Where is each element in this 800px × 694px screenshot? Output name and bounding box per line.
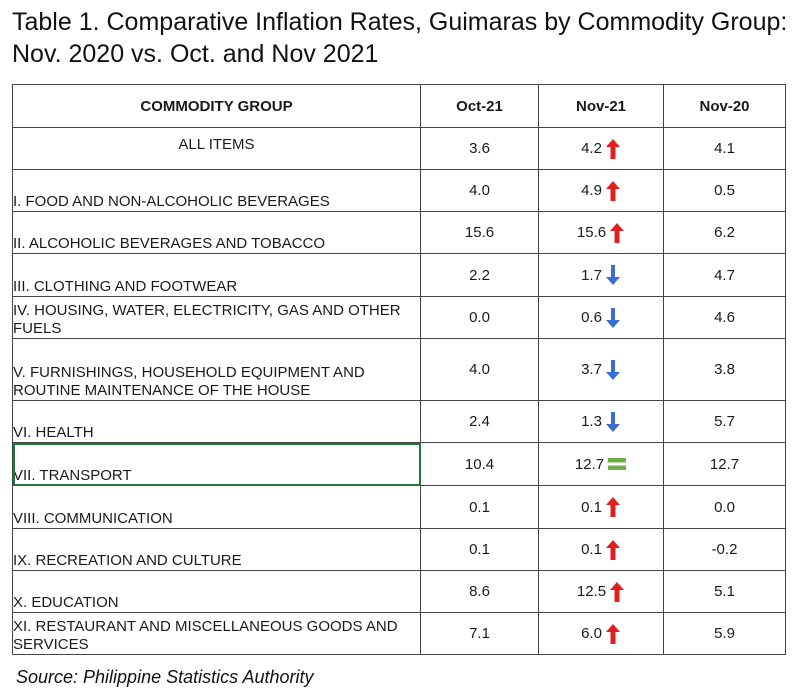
nov-21-cell: 1.3: [538, 400, 664, 443]
oct-21-cell: 3.6: [420, 127, 539, 170]
arrow-up-icon: [609, 222, 625, 244]
header-nov-20: Nov-20: [663, 84, 786, 128]
oct-21-cell: 8.6: [420, 570, 539, 613]
source-note: Source: Philippine Statistics Authority: [16, 667, 314, 687]
commodity-cell: X. EDUCATION: [12, 570, 421, 613]
table-row: VII. TRANSPORT 10.4 12.7 12.7: [12, 442, 786, 486]
header-oct-21: Oct-21: [420, 84, 539, 128]
oct-21-cell: 4.0: [420, 169, 539, 212]
oct-21-cell: 10.4: [420, 442, 539, 486]
nov-20-cell: 0.0: [663, 485, 786, 529]
nov-21-value: 4.2: [581, 140, 602, 157]
nov-20-cell: 12.7: [663, 442, 786, 486]
nov-21-cell: 0.6: [538, 296, 664, 339]
table-title: Table 1. Comparative Inflation Rates, Gu…: [12, 8, 788, 68]
nov-20-cell: 5.9: [663, 612, 786, 655]
oct-21-cell: 0.1: [420, 528, 539, 571]
arrow-up-icon: [605, 496, 621, 518]
table-row: II. ALCOHOLIC BEVERAGES AND TOBACCO 15.6 1…: [12, 211, 786, 254]
commodity-cell[interactable]: VII. TRANSPORT: [12, 442, 421, 486]
table-row: X. EDUCATION 8.6 12.5 5.1: [12, 570, 786, 613]
nov-21-cell: 1.7: [538, 253, 664, 297]
arrow-up-icon: [605, 539, 621, 561]
table-row: III. CLOTHING AND FOOTWEAR 2.2 1.7 4.7: [12, 253, 786, 297]
inflation-table: COMMODITY GROUP Oct-21 Nov-21 Nov-20 ALL…: [12, 84, 786, 655]
arrow-down-icon: [605, 264, 621, 286]
nov-21-value: 4.9: [581, 182, 602, 199]
nov-21-value: 12.7: [574, 455, 605, 473]
nov-21-value: 1.7: [581, 266, 602, 284]
nov-21-cell: 15.6: [538, 211, 664, 254]
nov-21-value: 6.0: [581, 625, 602, 642]
commodity-cell: VI. HEALTH: [12, 400, 421, 443]
commodity-cell: XI. RESTAURANT AND MISCELLANEOUS GOODS A…: [12, 612, 421, 655]
table-row: V. FURNISHINGS, HOUSEHOLD EQUIPMENT AND …: [12, 338, 786, 401]
table-row: XI. RESTAURANT AND MISCELLANEOUS GOODS A…: [12, 612, 786, 655]
nov-21-value: 0.1: [581, 498, 602, 516]
nov-20-cell: 3.8: [663, 338, 786, 401]
nov-21-cell: 12.7: [538, 442, 664, 486]
nov-21-cell: 6.0: [538, 612, 664, 655]
table-row: I. FOOD AND NON-ALCOHOLIC BEVERAGES 4.0 4.…: [12, 169, 786, 212]
arrow-down-icon: [605, 307, 621, 329]
nov-20-cell: 5.7: [663, 400, 786, 443]
nov-20-cell: 4.1: [663, 127, 786, 170]
commodity-cell: VIII. COMMUNICATION: [12, 485, 421, 529]
oct-21-cell: 7.1: [420, 612, 539, 655]
arrow-down-icon: [605, 359, 621, 381]
nov-21-cell: 12.5: [538, 570, 664, 613]
commodity-cell: I. FOOD AND NON-ALCOHOLIC BEVERAGES: [12, 169, 421, 212]
arrow-up-icon: [609, 581, 625, 603]
nov-21-value: 0.6: [581, 309, 602, 326]
nov-21-value: 15.6: [576, 224, 607, 241]
equal-icon: [607, 453, 627, 475]
arrow-up-icon: [605, 138, 621, 160]
table-row: VI. HEALTH 2.4 1.3 5.7: [12, 400, 786, 443]
nov-21-value: 0.1: [581, 541, 602, 558]
nov-20-cell: 6.2: [663, 211, 786, 254]
oct-21-cell: 0.0: [420, 296, 539, 339]
arrow-down-icon: [605, 411, 621, 433]
nov-21-value: 3.7: [581, 361, 602, 378]
table-row: IX. RECREATION AND CULTURE 0.1 0.1 -0.2: [12, 528, 786, 571]
nov-20-cell: 0.5: [663, 169, 786, 212]
nov-20-cell: 4.7: [663, 253, 786, 297]
nov-21-cell: 0.1: [538, 528, 664, 571]
oct-21-cell: 4.0: [420, 338, 539, 401]
table-row: VIII. COMMUNICATION 0.1 0.1 0.0: [12, 485, 786, 529]
arrow-up-icon: [605, 623, 621, 645]
oct-21-cell: 0.1: [420, 485, 539, 529]
commodity-cell: II. ALCOHOLIC BEVERAGES AND TOBACCO: [12, 211, 421, 254]
header-row: COMMODITY GROUP Oct-21 Nov-21 Nov-20: [12, 84, 786, 128]
table-row: ALL ITEMS 3.6 4.2 4.1: [12, 127, 786, 170]
nov-20-cell: 4.6: [663, 296, 786, 339]
nov-21-cell: 4.2: [538, 127, 664, 170]
nov-21-value: 1.3: [581, 413, 602, 430]
table-row: IV. HOUSING, WATER, ELECTRICITY, GAS AND…: [12, 296, 786, 339]
commodity-cell: IX. RECREATION AND CULTURE: [12, 528, 421, 571]
nov-20-cell: 5.1: [663, 570, 786, 613]
nov-21-cell: 3.7: [538, 338, 664, 401]
commodity-cell: ALL ITEMS: [12, 127, 421, 170]
commodity-cell: III. CLOTHING AND FOOTWEAR: [12, 253, 421, 297]
commodity-cell: IV. HOUSING, WATER, ELECTRICITY, GAS AND…: [12, 296, 421, 339]
header-nov-21: Nov-21: [538, 84, 664, 128]
nov-21-cell: 4.9: [538, 169, 664, 212]
nov-20-cell: -0.2: [663, 528, 786, 571]
oct-21-cell: 15.6: [420, 211, 539, 254]
oct-21-cell: 2.4: [420, 400, 539, 443]
header-commodity-group: COMMODITY GROUP: [12, 84, 421, 128]
nov-21-value: 12.5: [576, 583, 607, 600]
commodity-cell: V. FURNISHINGS, HOUSEHOLD EQUIPMENT AND …: [12, 338, 421, 401]
nov-21-cell: 0.1: [538, 485, 664, 529]
arrow-up-icon: [605, 180, 621, 202]
oct-21-cell: 2.2: [420, 253, 539, 297]
